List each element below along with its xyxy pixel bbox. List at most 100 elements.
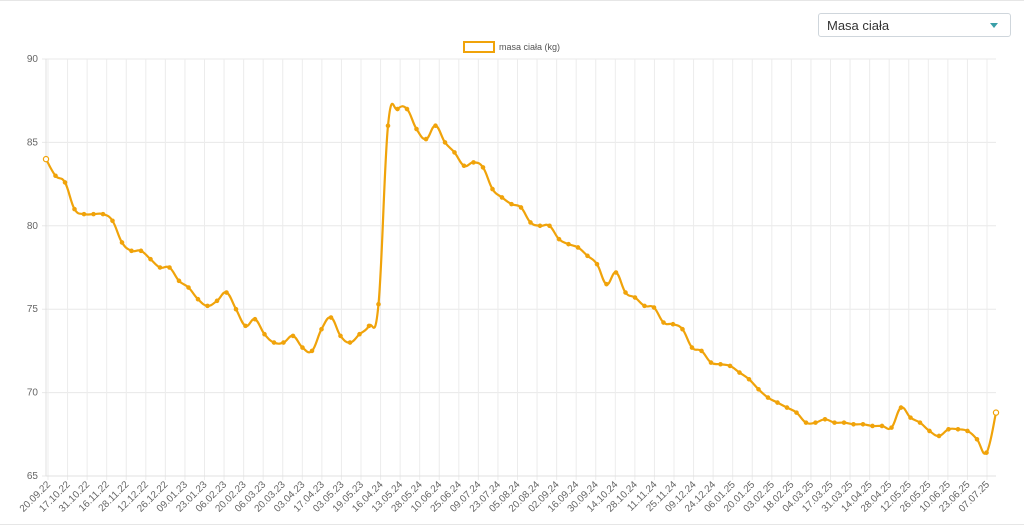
data-point <box>680 326 685 332</box>
data-point <box>328 315 334 320</box>
data-point <box>832 420 837 425</box>
data-point <box>870 423 875 429</box>
data-point <box>404 106 410 112</box>
data-point <box>708 360 714 365</box>
data-point <box>195 296 201 302</box>
y-axis-ticks: 65 70 75 80 85 90 <box>27 54 39 482</box>
data-point <box>822 416 828 422</box>
data-point <box>927 428 932 434</box>
metric-select[interactable]: Masa ciała <box>818 13 1011 37</box>
data-point <box>632 295 638 300</box>
data-point <box>423 136 429 142</box>
data-point <box>670 321 676 327</box>
data-point <box>262 331 267 337</box>
data-point <box>613 270 619 275</box>
data-point <box>243 323 248 329</box>
data-point <box>81 211 87 217</box>
data-point <box>955 426 961 432</box>
y-tick-label: 90 <box>27 54 39 65</box>
data-point <box>936 433 942 439</box>
data-point <box>585 253 590 259</box>
data-point-end <box>992 409 1000 416</box>
data-point <box>138 248 144 254</box>
data-point <box>803 420 809 425</box>
data-point <box>566 241 571 247</box>
y-tick-label: 75 <box>27 304 39 315</box>
data-point <box>756 386 761 392</box>
data-point <box>53 173 58 179</box>
data-point <box>537 223 543 229</box>
y-tick-label: 80 <box>27 221 39 232</box>
data-point <box>908 415 913 420</box>
data-point <box>490 186 495 192</box>
data-point <box>100 211 106 217</box>
data-point <box>290 333 296 339</box>
data-point <box>357 331 362 337</box>
legend-label: masa ciała (kg) <box>499 42 560 52</box>
data-point <box>499 195 505 200</box>
data-point <box>233 306 239 312</box>
data-point <box>271 340 277 345</box>
data-point <box>974 437 980 442</box>
data-point <box>784 405 790 410</box>
data-point <box>224 290 229 295</box>
data-point <box>889 425 894 430</box>
data-point <box>547 223 552 229</box>
data-point <box>699 348 704 354</box>
data-point <box>176 278 182 284</box>
data-point-end <box>42 155 50 163</box>
data-point <box>556 236 562 242</box>
data-point <box>841 420 847 425</box>
data-point <box>300 345 305 350</box>
data-point <box>414 126 419 132</box>
data-point <box>965 428 970 434</box>
data-point <box>91 211 96 217</box>
data-point <box>746 376 752 382</box>
data-point <box>984 450 989 455</box>
data-point <box>604 281 609 287</box>
data-point <box>480 165 486 170</box>
y-tick-label: 85 <box>27 137 39 148</box>
data-point <box>347 340 353 345</box>
data-point <box>395 106 400 112</box>
data-point <box>518 205 524 210</box>
data-point <box>851 421 856 427</box>
data-point <box>281 340 286 345</box>
data-point <box>252 316 258 322</box>
data-point <box>471 160 476 165</box>
chart-grid <box>42 58 996 480</box>
data-point <box>452 150 457 155</box>
data-point <box>528 220 533 225</box>
data-point <box>623 290 628 295</box>
data-point <box>594 261 600 267</box>
data-point <box>442 140 448 145</box>
data-point <box>110 218 115 224</box>
bottom-divider <box>0 524 1024 525</box>
data-point <box>62 180 68 185</box>
data-point <box>214 298 220 304</box>
chart-legend[interactable]: masa ciała (kg) <box>463 41 560 53</box>
data-point <box>718 361 723 367</box>
data-point <box>765 395 771 400</box>
data-point <box>813 420 818 425</box>
data-point <box>775 400 780 405</box>
data-point <box>727 363 733 369</box>
data-point <box>737 370 742 375</box>
data-point <box>186 285 191 290</box>
data-point <box>366 323 372 329</box>
data-point <box>148 256 153 262</box>
data-point <box>385 123 391 129</box>
data-point <box>879 423 885 429</box>
data-point <box>661 320 666 325</box>
data-point <box>433 123 438 129</box>
series-weight <box>42 102 1000 455</box>
data-point <box>157 265 163 270</box>
data-point <box>689 345 695 350</box>
data-point <box>319 326 324 332</box>
data-point <box>461 163 467 169</box>
data-point <box>898 405 904 410</box>
data-point <box>651 305 657 310</box>
data-point <box>309 348 315 354</box>
data-point <box>794 410 799 415</box>
data-point <box>167 265 172 270</box>
